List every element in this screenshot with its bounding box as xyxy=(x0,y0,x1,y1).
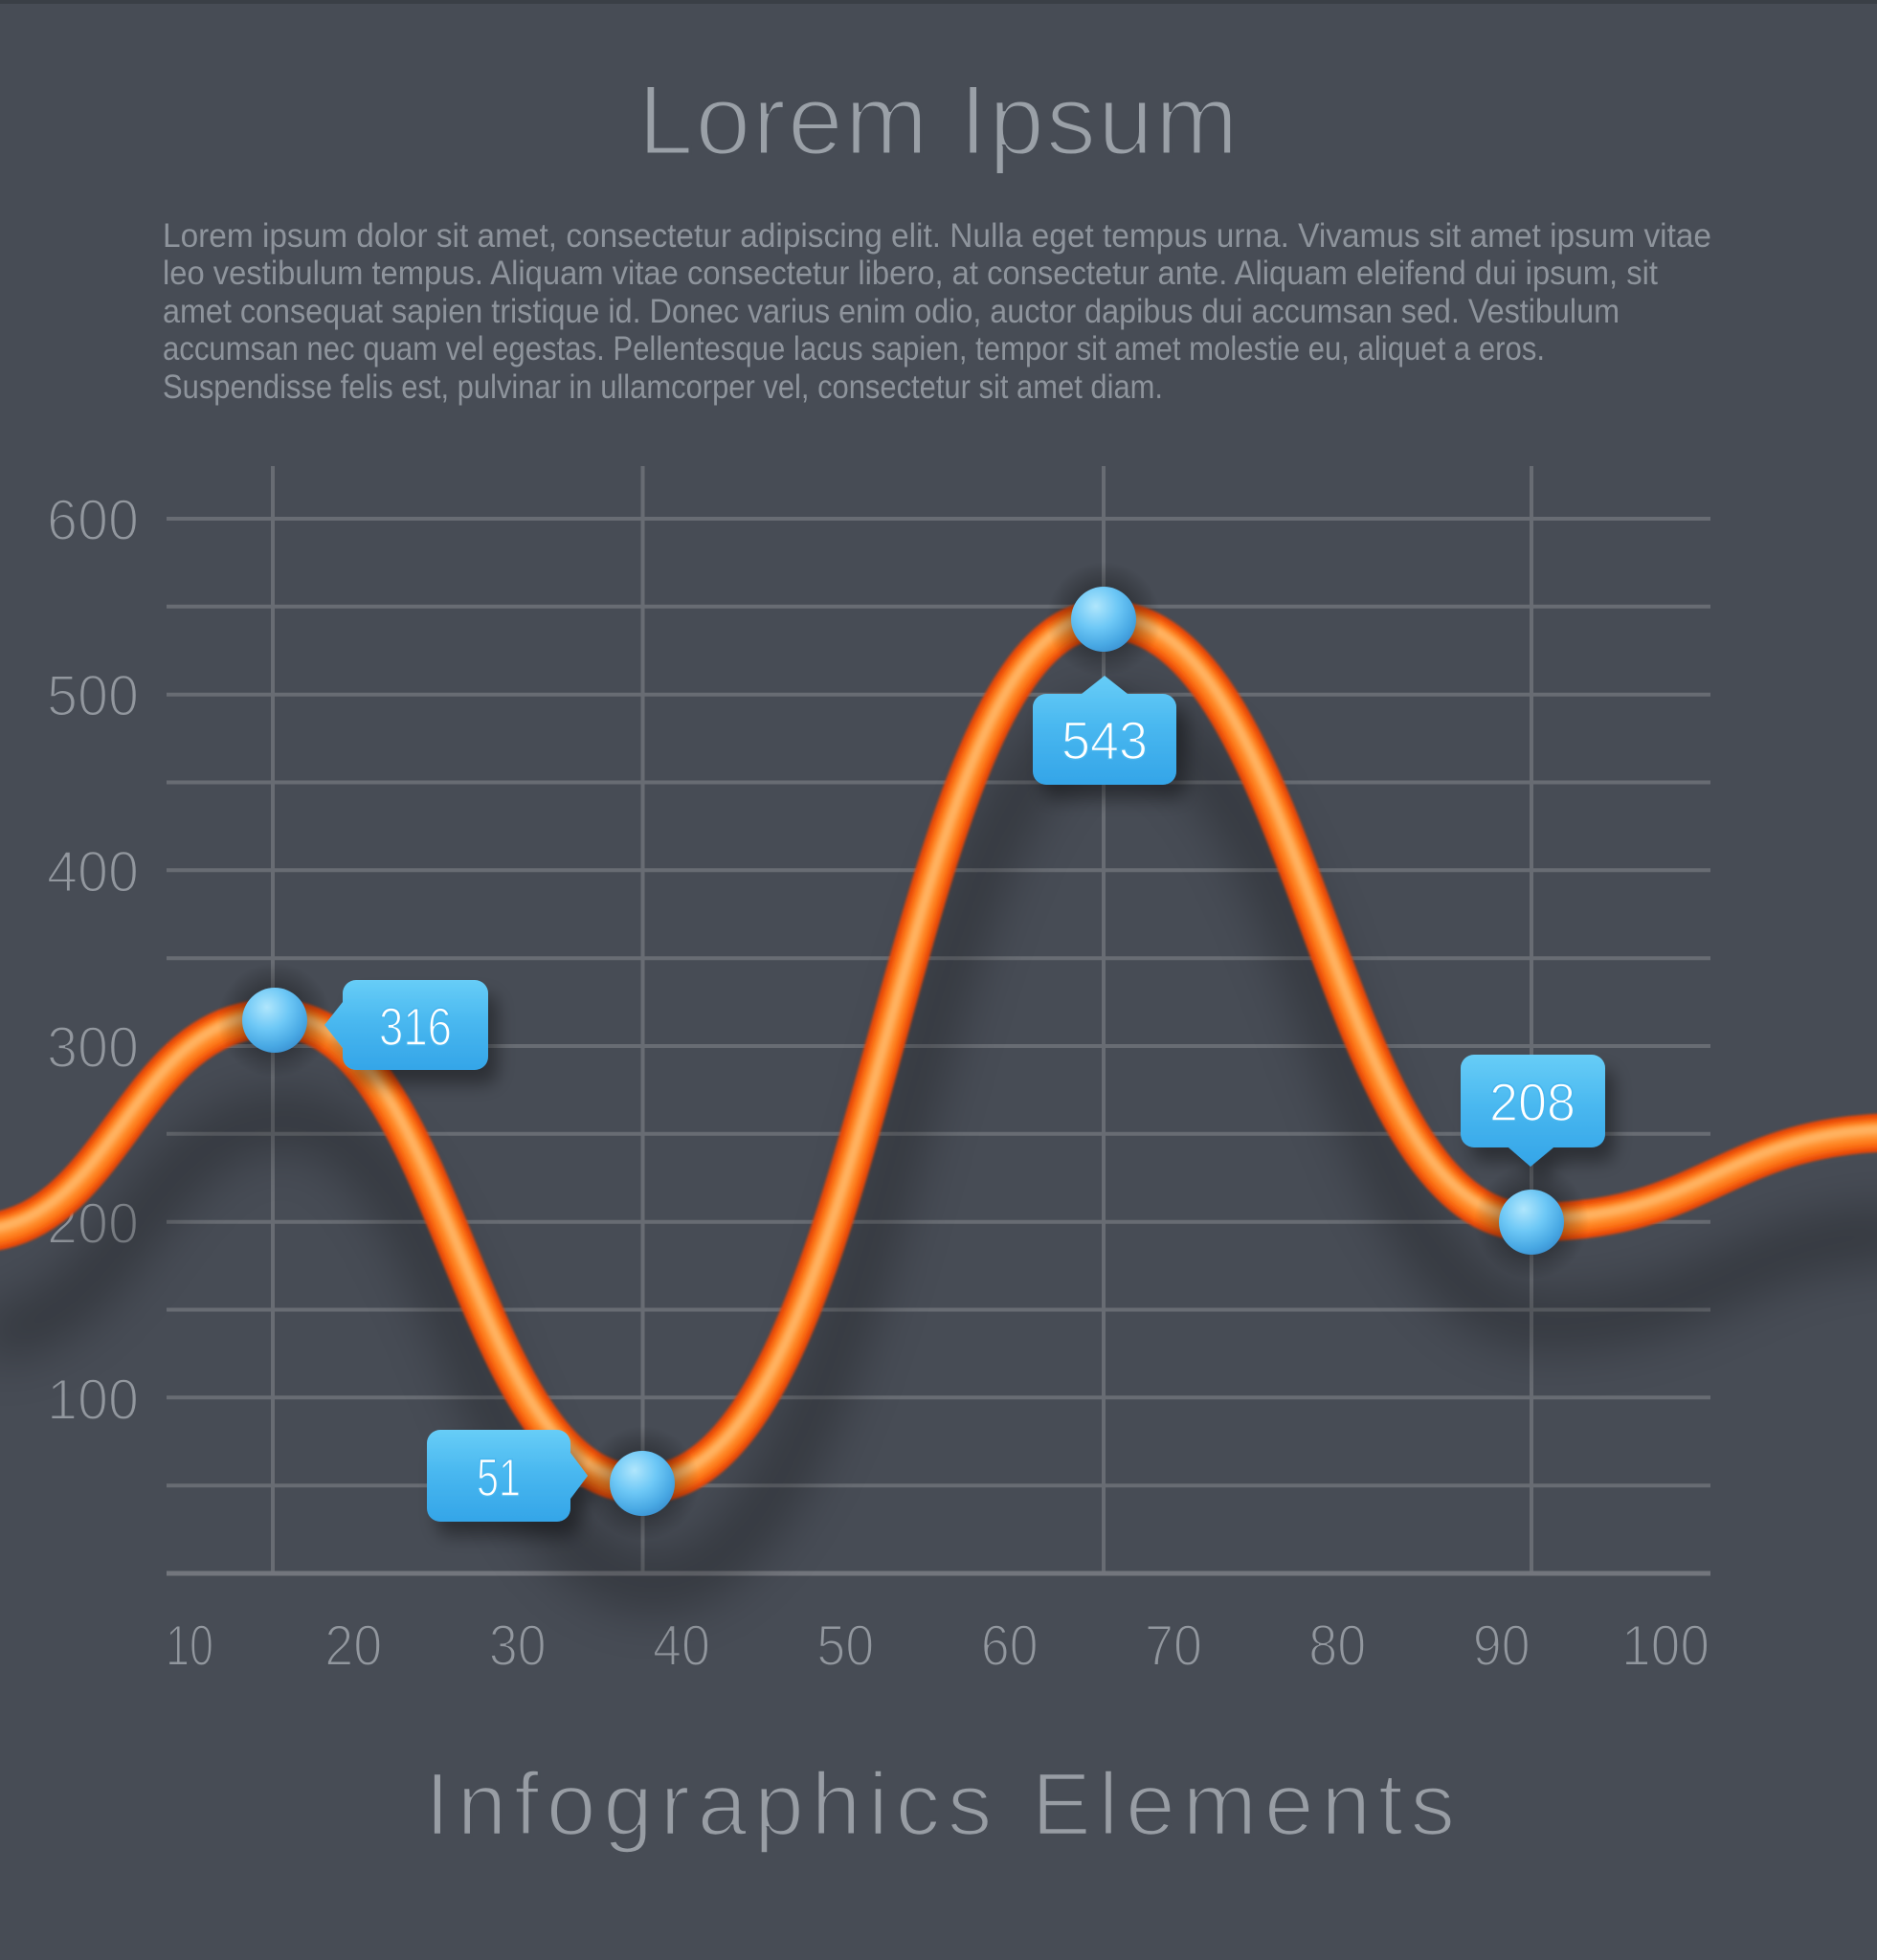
svg-text:40: 40 xyxy=(653,1614,710,1678)
svg-text:400: 400 xyxy=(47,840,139,904)
svg-text:Infographics Elements: Infographics Elements xyxy=(425,1754,1455,1854)
svg-text:Suspendisse felis est, pulvina: Suspendisse felis est, pulvinar in ullam… xyxy=(163,368,1163,406)
svg-text:100: 100 xyxy=(1621,1614,1709,1678)
svg-text:208: 208 xyxy=(1489,1072,1575,1132)
svg-text:600: 600 xyxy=(47,488,139,552)
svg-text:leo vestibulum tempus. Aliquam: leo vestibulum tempus. Aliquam vitae con… xyxy=(163,255,1658,292)
svg-text:20: 20 xyxy=(324,1614,382,1678)
svg-text:80: 80 xyxy=(1308,1614,1366,1678)
svg-text:543: 543 xyxy=(1061,710,1148,770)
svg-text:Lorem ipsum dolor sit amet, co: Lorem ipsum dolor sit amet, consectetur … xyxy=(163,217,1711,255)
svg-text:300: 300 xyxy=(47,1015,139,1080)
svg-text:60: 60 xyxy=(981,1614,1039,1678)
svg-text:10: 10 xyxy=(166,1614,213,1678)
svg-text:70: 70 xyxy=(1145,1614,1202,1678)
svg-text:50: 50 xyxy=(816,1614,874,1678)
svg-text:100: 100 xyxy=(47,1368,139,1432)
svg-text:accumsan nec quam vel egestas.: accumsan nec quam vel egestas. Pellentes… xyxy=(163,330,1545,368)
svg-text:90: 90 xyxy=(1473,1614,1531,1678)
svg-text:316: 316 xyxy=(379,996,452,1057)
svg-text:51: 51 xyxy=(477,1447,521,1507)
svg-text:amet consequat sapien tristiqu: amet consequat sapien tristique id. Done… xyxy=(163,293,1620,330)
svg-text:30: 30 xyxy=(489,1614,547,1678)
svg-text:Lorem Ipsum: Lorem Ipsum xyxy=(638,65,1239,176)
svg-text:500: 500 xyxy=(47,664,139,728)
